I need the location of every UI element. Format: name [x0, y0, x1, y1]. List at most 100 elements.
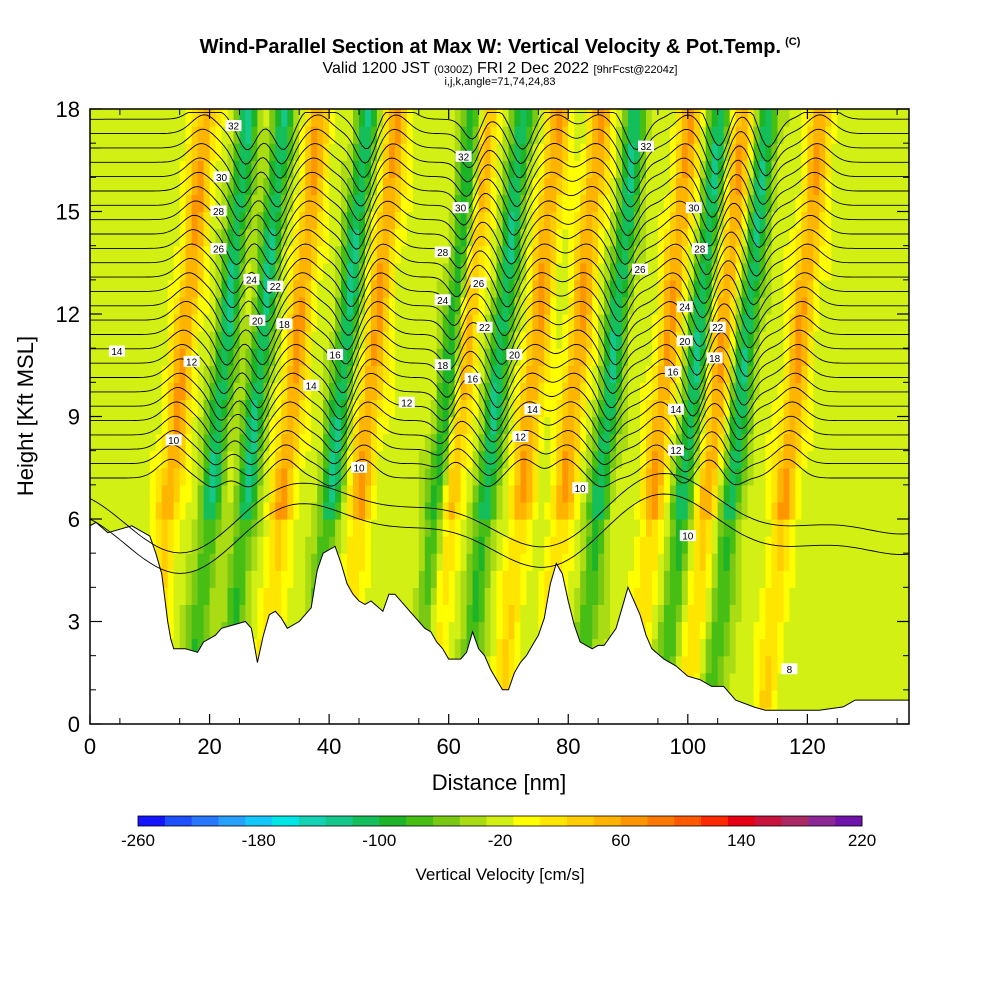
field-cell	[831, 126, 838, 144]
field-cell	[472, 621, 480, 640]
field-cell	[275, 604, 282, 623]
field-cell	[592, 450, 599, 469]
field-cell	[472, 177, 480, 195]
field-cell	[418, 553, 426, 571]
field-cell	[837, 621, 844, 640]
field-cell	[753, 689, 761, 708]
field-cell	[657, 262, 665, 281]
field-cell	[711, 279, 719, 298]
field-cell	[705, 279, 713, 298]
field-cell	[143, 211, 151, 230]
field-cell	[353, 228, 360, 247]
field-cell	[783, 109, 791, 127]
field-cell	[490, 262, 498, 281]
field-cell	[251, 109, 258, 127]
field-cell	[454, 433, 462, 452]
field-cell	[867, 553, 874, 571]
theta-contour	[90, 143, 909, 194]
field-cell	[131, 245, 139, 264]
field-cell	[161, 296, 169, 315]
field-cell	[191, 331, 199, 349]
field-cell	[646, 109, 653, 127]
field-cell	[723, 553, 731, 571]
field-cell	[400, 536, 408, 554]
field-cell	[705, 160, 713, 178]
field-cell	[203, 587, 211, 605]
field-cell	[819, 450, 826, 469]
field-cell	[526, 536, 533, 554]
field-cell	[281, 587, 288, 605]
field-cell	[293, 433, 300, 452]
field-cell	[640, 416, 647, 435]
field-cell	[891, 672, 898, 691]
field-cell	[867, 365, 874, 383]
field-cell	[897, 416, 904, 435]
field-cell	[102, 160, 109, 178]
field-cell	[897, 245, 904, 264]
field-cell	[699, 279, 707, 298]
field-cell	[693, 314, 701, 332]
field-cell	[550, 433, 557, 452]
field-cell	[729, 211, 737, 230]
field-cell	[119, 382, 127, 400]
field-cell	[347, 160, 354, 178]
field-cell	[550, 416, 557, 435]
field-cell	[394, 177, 402, 195]
field-cell	[251, 399, 258, 418]
field-cell	[275, 501, 282, 520]
field-cell	[197, 416, 205, 435]
field-cell	[651, 331, 659, 349]
field-cell	[705, 228, 713, 247]
field-cell	[849, 672, 856, 691]
field-cell	[849, 177, 856, 195]
field-cell	[855, 314, 862, 332]
field-cell	[729, 314, 737, 332]
field-cell	[448, 570, 456, 588]
field-cell	[693, 331, 701, 349]
field-cell	[96, 143, 103, 161]
field-cell	[185, 279, 193, 298]
field-cell	[353, 587, 360, 605]
field-cell	[107, 314, 115, 332]
field-cell	[305, 314, 312, 332]
field-cell	[215, 587, 223, 605]
field-cell	[394, 484, 402, 503]
field-cell	[239, 262, 247, 281]
field-cell	[873, 228, 880, 247]
field-cell	[448, 348, 456, 366]
field-cell	[586, 399, 593, 418]
field-cell	[502, 621, 510, 640]
field-cell	[107, 177, 115, 195]
field-cell	[646, 621, 653, 640]
field-cell	[227, 109, 235, 127]
field-cell	[801, 450, 808, 469]
field-cell	[711, 109, 719, 127]
field-cell	[681, 536, 689, 554]
field-cell	[646, 296, 653, 315]
field-cell	[448, 365, 456, 383]
field-cell	[663, 501, 671, 520]
field-cell	[544, 331, 551, 349]
field-cell	[598, 467, 605, 486]
field-cell	[305, 399, 312, 418]
field-cell	[580, 109, 587, 127]
field-cell	[490, 399, 498, 418]
field-cell	[735, 296, 743, 315]
field-cell	[897, 672, 904, 691]
field-cell	[693, 109, 701, 127]
field-cell	[550, 382, 557, 400]
field-cell	[735, 331, 743, 349]
field-cell	[245, 331, 252, 349]
field-cell	[532, 143, 539, 161]
field-cell	[371, 126, 378, 144]
field-cell	[490, 519, 498, 537]
field-cell	[149, 501, 157, 520]
field-cell	[107, 194, 115, 213]
field-cell	[634, 228, 641, 247]
field-cell	[454, 279, 462, 298]
field-cell	[837, 279, 844, 298]
field-cell	[257, 194, 264, 213]
field-cell	[412, 365, 420, 383]
field-cell	[424, 348, 432, 366]
field-cell	[382, 519, 390, 537]
